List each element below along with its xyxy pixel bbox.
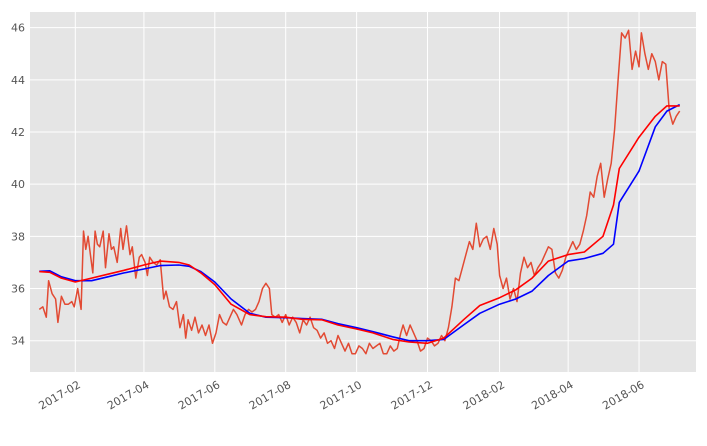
grid-lines xyxy=(30,12,696,372)
x-tick-label: 2017-12 xyxy=(389,378,435,412)
x-tick-label: 2017-02 xyxy=(37,378,83,412)
y-tick-label: 38 xyxy=(11,230,25,243)
x-tick-label: 2018-06 xyxy=(600,378,646,412)
y-axis-tick-labels: 34 36 38 40 42 44 46 xyxy=(11,22,25,348)
y-tick-label: 36 xyxy=(11,283,25,296)
y-tick-label: 34 xyxy=(11,335,25,348)
data-series xyxy=(38,29,681,355)
x-tick-label: 2017-04 xyxy=(105,378,151,412)
x-tick-label: 2017-10 xyxy=(318,378,364,412)
x-tick-label: 2017-06 xyxy=(176,378,222,412)
y-tick-label: 40 xyxy=(11,178,25,191)
x-tick-label: 2018-04 xyxy=(529,378,575,412)
x-tick-label: 2018-02 xyxy=(461,378,507,412)
y-tick-label: 46 xyxy=(11,22,25,35)
plot-background xyxy=(30,12,696,372)
x-axis-tick-labels: 2017-02 2017-04 2017-06 2017-08 2017-10 2017-… xyxy=(37,378,647,412)
y-tick-label: 42 xyxy=(11,126,25,139)
series-line-1 xyxy=(38,29,681,355)
y-tick-label: 44 xyxy=(11,74,25,87)
series-line-2 xyxy=(39,103,681,342)
x-tick-label: 2017-08 xyxy=(247,378,293,412)
series-line-3 xyxy=(39,105,680,345)
